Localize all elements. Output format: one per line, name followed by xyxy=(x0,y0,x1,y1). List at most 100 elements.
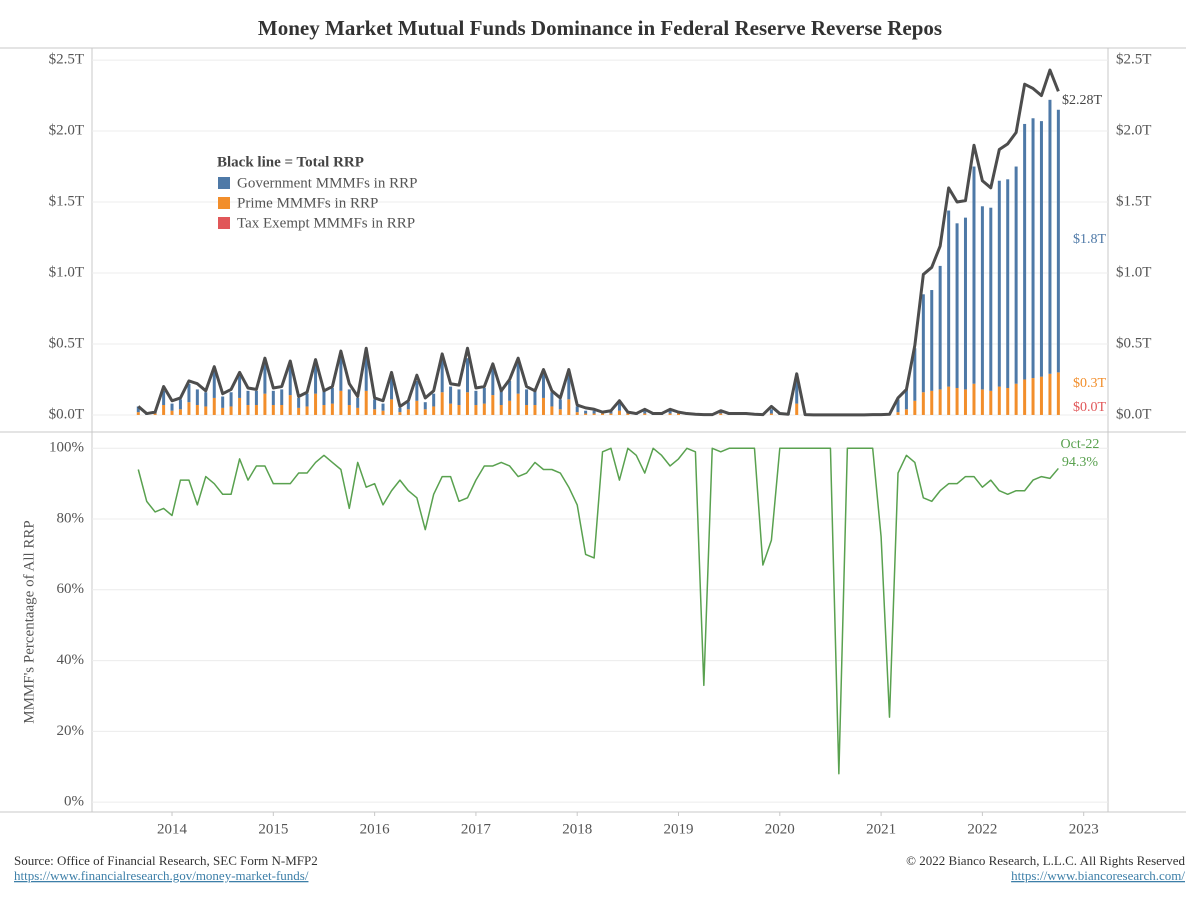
bar xyxy=(221,407,225,415)
bar xyxy=(432,406,436,415)
bar xyxy=(491,366,495,396)
bar xyxy=(440,358,444,393)
bar xyxy=(1056,109,1060,373)
bar xyxy=(339,390,343,415)
bar xyxy=(668,413,672,415)
legend-swatch xyxy=(218,217,230,229)
bar xyxy=(938,389,942,415)
bar xyxy=(246,405,250,415)
y-tick-label: 80% xyxy=(57,510,85,526)
y2-tick-label: $1.0T xyxy=(1116,264,1151,280)
bar xyxy=(204,406,208,415)
bar xyxy=(466,358,470,393)
bar xyxy=(1014,383,1018,415)
bar xyxy=(170,410,174,415)
bar xyxy=(271,390,275,406)
bar xyxy=(364,390,368,415)
bar xyxy=(1031,118,1035,379)
bar xyxy=(229,406,233,415)
end-label: 94.3% xyxy=(1062,455,1099,470)
bar xyxy=(162,405,166,415)
end-label: $1.8T xyxy=(1073,232,1107,247)
y2-tick-label: $1.5T xyxy=(1116,193,1151,209)
bar xyxy=(550,392,554,407)
bar xyxy=(153,413,157,415)
bar xyxy=(221,396,225,408)
y-tick-label: $0.0T xyxy=(49,406,84,422)
bar xyxy=(795,373,799,404)
bar xyxy=(1023,123,1027,380)
y2-tick-label: $2.0T xyxy=(1116,122,1151,138)
bar xyxy=(178,409,182,415)
bar xyxy=(963,389,967,415)
bar xyxy=(280,389,284,406)
bar xyxy=(187,383,191,403)
legend-title: Black line = Total RRP xyxy=(217,154,364,170)
source-link[interactable]: https://www.financialresearch.gov/money-… xyxy=(14,868,309,883)
copyright-link[interactable]: https://www.biancoresearch.com/ xyxy=(1011,868,1185,883)
bar xyxy=(567,375,571,400)
x-tick-label: 2018 xyxy=(562,821,592,837)
bar xyxy=(254,390,258,406)
bar xyxy=(432,393,436,407)
y-tick-label: 60% xyxy=(57,581,85,597)
legend-swatch xyxy=(218,177,230,189)
bar xyxy=(550,406,554,415)
bar xyxy=(769,409,773,414)
bar xyxy=(668,409,672,414)
bar xyxy=(795,403,799,415)
y-tick-label: $0.5T xyxy=(49,335,84,351)
bar xyxy=(1039,121,1043,377)
bar xyxy=(584,413,588,415)
bar xyxy=(921,294,925,393)
bar xyxy=(347,389,351,406)
x-tick-label: 2019 xyxy=(664,821,694,837)
bar xyxy=(617,402,621,411)
bar xyxy=(238,397,242,415)
bar xyxy=(508,380,512,401)
x-tick-label: 2016 xyxy=(360,821,391,837)
bar xyxy=(617,410,621,415)
bar xyxy=(575,412,579,415)
end-date-label: Oct-22 xyxy=(1061,437,1100,452)
bar xyxy=(288,395,292,415)
bar xyxy=(322,390,326,406)
bar xyxy=(406,409,410,415)
bar xyxy=(390,399,394,415)
bar xyxy=(525,389,529,406)
y2-tick-label: $0.0T xyxy=(1116,406,1151,422)
y-tick-label: $1.5T xyxy=(49,193,84,209)
bar xyxy=(263,393,267,415)
bar xyxy=(423,402,427,410)
bar xyxy=(482,387,486,404)
bar xyxy=(584,410,588,414)
bar xyxy=(406,402,410,410)
bar xyxy=(533,405,537,415)
pct-line xyxy=(137,447,1059,775)
bar xyxy=(373,409,377,415)
total-line xyxy=(137,68,1060,417)
bar xyxy=(997,386,1001,415)
bar xyxy=(449,403,453,415)
bar xyxy=(499,390,503,406)
y-tick-label: $2.0T xyxy=(49,122,84,138)
bar xyxy=(592,413,596,415)
bar xyxy=(1048,99,1052,374)
end-label: $0.3T xyxy=(1073,376,1107,391)
bar xyxy=(254,405,258,415)
bar xyxy=(558,399,562,410)
chart-title: Money Market Mutual Funds Dominance in F… xyxy=(258,16,942,40)
bar xyxy=(677,413,681,415)
source: Source: Office of Financial Research, SE… xyxy=(14,853,318,868)
y-tick-label: $1.0T xyxy=(49,264,84,280)
bar xyxy=(187,402,191,415)
bar xyxy=(567,399,571,415)
bar xyxy=(238,373,242,398)
bar xyxy=(136,406,140,413)
bar xyxy=(904,389,908,410)
bar xyxy=(330,387,334,404)
bar xyxy=(390,378,394,400)
bar xyxy=(719,413,723,415)
bar xyxy=(930,390,934,415)
